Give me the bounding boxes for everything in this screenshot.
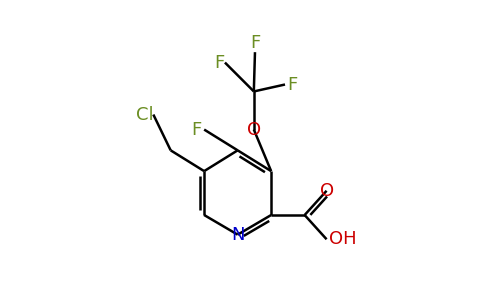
Text: O: O <box>319 182 333 200</box>
Text: F: F <box>215 54 225 72</box>
Text: OH: OH <box>329 230 357 248</box>
Text: Cl: Cl <box>136 106 153 124</box>
Text: F: F <box>287 76 298 94</box>
Text: N: N <box>231 226 244 244</box>
Text: F: F <box>192 121 202 139</box>
Text: F: F <box>250 34 260 52</box>
Text: O: O <box>247 121 261 139</box>
